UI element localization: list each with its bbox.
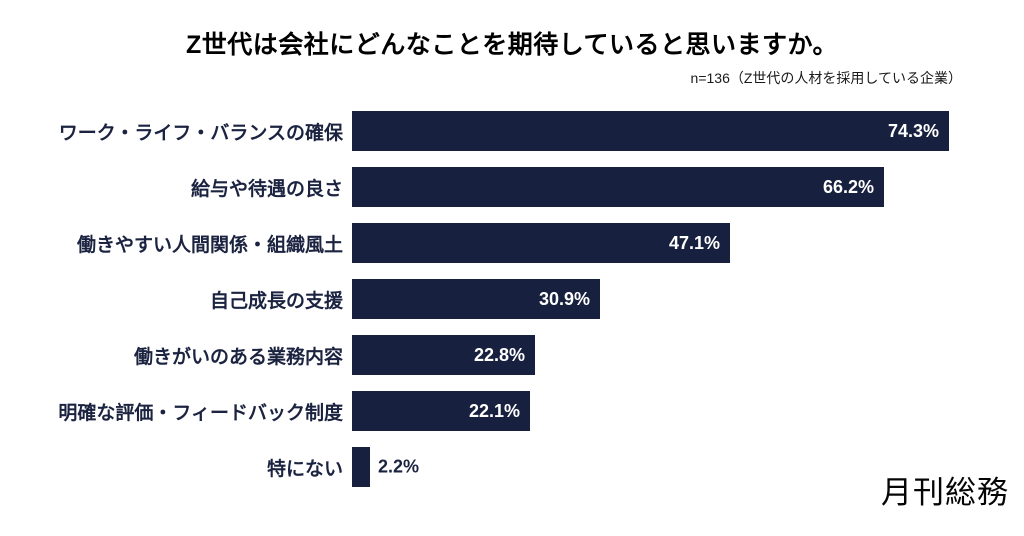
- bar: 22.1%: [352, 391, 530, 431]
- category-label: ワーク・ライフ・バランスの確保: [58, 122, 343, 144]
- category-label: 働きやすい人間関係・組織風土: [76, 234, 343, 256]
- bar-track: 74.3%: [352, 111, 956, 151]
- category-label: 自己成長の支援: [209, 290, 343, 312]
- chart-row: 明確な評価・フィードバック制度 22.1%: [0, 391, 1024, 431]
- value-label: 74.3%: [887, 120, 939, 141]
- bar-chart: ワーク・ライフ・バランスの確保 74.3% 給与や待遇の良さ 66.2% 働きやすい人間…: [0, 111, 1024, 487]
- bar-track: 30.9%: [352, 279, 956, 319]
- bar-track: 66.2%: [352, 167, 956, 207]
- bar-track: 22.8%: [352, 335, 956, 375]
- value-label: 47.1%: [668, 232, 720, 253]
- value-label: 2.2%: [378, 456, 420, 477]
- value-label: 22.8%: [473, 344, 525, 365]
- bar: 47.1%: [352, 223, 730, 263]
- chart-row: 給与や待遇の良さ 66.2%: [0, 167, 1024, 207]
- bar: [352, 447, 370, 487]
- bar: 66.2%: [352, 167, 884, 207]
- category-label: 特にない: [266, 458, 343, 480]
- brand-logo: 月刊総務: [881, 475, 1009, 510]
- bar: 22.8%: [352, 335, 535, 375]
- category-label: 明確な評価・フィードバック制度: [58, 402, 343, 424]
- chart-row: ワーク・ライフ・バランスの確保 74.3%: [0, 111, 1024, 151]
- bar: 30.9%: [352, 279, 600, 319]
- chart-row: 働きがいのある業務内容 22.8%: [0, 335, 1024, 375]
- bar-track: 47.1%: [352, 223, 956, 263]
- chart-row: 特にない 2.2%: [0, 447, 1024, 487]
- value-label: 66.2%: [822, 176, 874, 197]
- bar-track: 2.2%: [352, 447, 956, 487]
- category-label: 働きがいのある業務内容: [133, 346, 343, 368]
- category-label: 給与や待遇の良さ: [190, 178, 343, 200]
- chart-row: 自己成長の支援 30.9%: [0, 279, 1024, 319]
- bar: 74.3%: [352, 111, 949, 151]
- value-label: 22.1%: [468, 400, 520, 421]
- value-label: 30.9%: [538, 288, 590, 309]
- chart-title: Z世代は会社にどんなことを期待していると思いますか。: [185, 31, 839, 59]
- bar-track: 22.1%: [352, 391, 956, 431]
- sample-size-annotation: n=136（Z世代の人材を採用している企業）: [690, 70, 962, 86]
- chart-row: 働きやすい人間関係・組織風土 47.1%: [0, 223, 1024, 263]
